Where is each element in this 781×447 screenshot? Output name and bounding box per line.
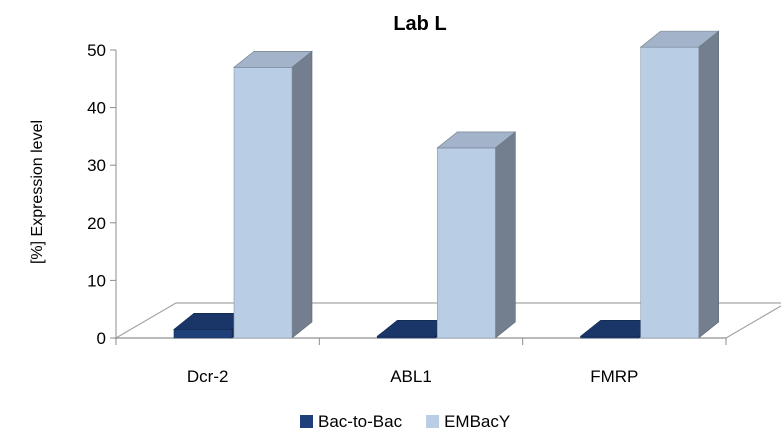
legend-label: Bac-to-Bac xyxy=(318,412,403,431)
x-axis-ticks: Dcr-2 ABL1 FMRP xyxy=(187,367,639,386)
chart-title: Lab L xyxy=(393,13,446,35)
bar-embacy-abl1 xyxy=(436,131,517,339)
bar-front xyxy=(173,329,233,339)
y-tick-label: 10 xyxy=(87,271,106,290)
bar-embacy-fmrp xyxy=(639,30,720,339)
bars xyxy=(173,30,720,339)
y-axis: 0 10 20 30 40 50 xyxy=(87,41,727,348)
y-axis-label: [%] Expression level xyxy=(29,120,46,264)
legend-label: EMBacY xyxy=(444,412,510,431)
legend-swatch xyxy=(426,415,440,428)
bar-front xyxy=(640,46,699,339)
y-tick-label: 40 xyxy=(87,99,106,118)
y-tick-label: 30 xyxy=(87,156,106,175)
legend-item: Bac-to-Bac xyxy=(300,412,403,431)
bar-embacy-dcr-2 xyxy=(233,50,313,339)
x-tick-label: ABL1 xyxy=(390,367,432,386)
bar-front xyxy=(437,147,496,339)
y-tick-label: 50 xyxy=(87,41,106,60)
legend: Bac-to-Bac EMBacY xyxy=(300,412,510,431)
x-tick-label: FMRP xyxy=(590,367,638,386)
y-tick-label: 0 xyxy=(97,329,106,348)
legend-item: EMBacY xyxy=(426,412,510,431)
legend-swatch xyxy=(300,415,313,428)
bar-top xyxy=(639,30,720,48)
bar-side xyxy=(291,50,313,339)
y-tick-label: 20 xyxy=(87,214,106,233)
x-tick-label: Dcr-2 xyxy=(187,367,229,386)
bar-top xyxy=(436,131,517,149)
bar-side xyxy=(698,30,719,339)
bar-top xyxy=(233,50,313,68)
bar-front xyxy=(233,66,293,339)
bar-side xyxy=(495,131,516,339)
